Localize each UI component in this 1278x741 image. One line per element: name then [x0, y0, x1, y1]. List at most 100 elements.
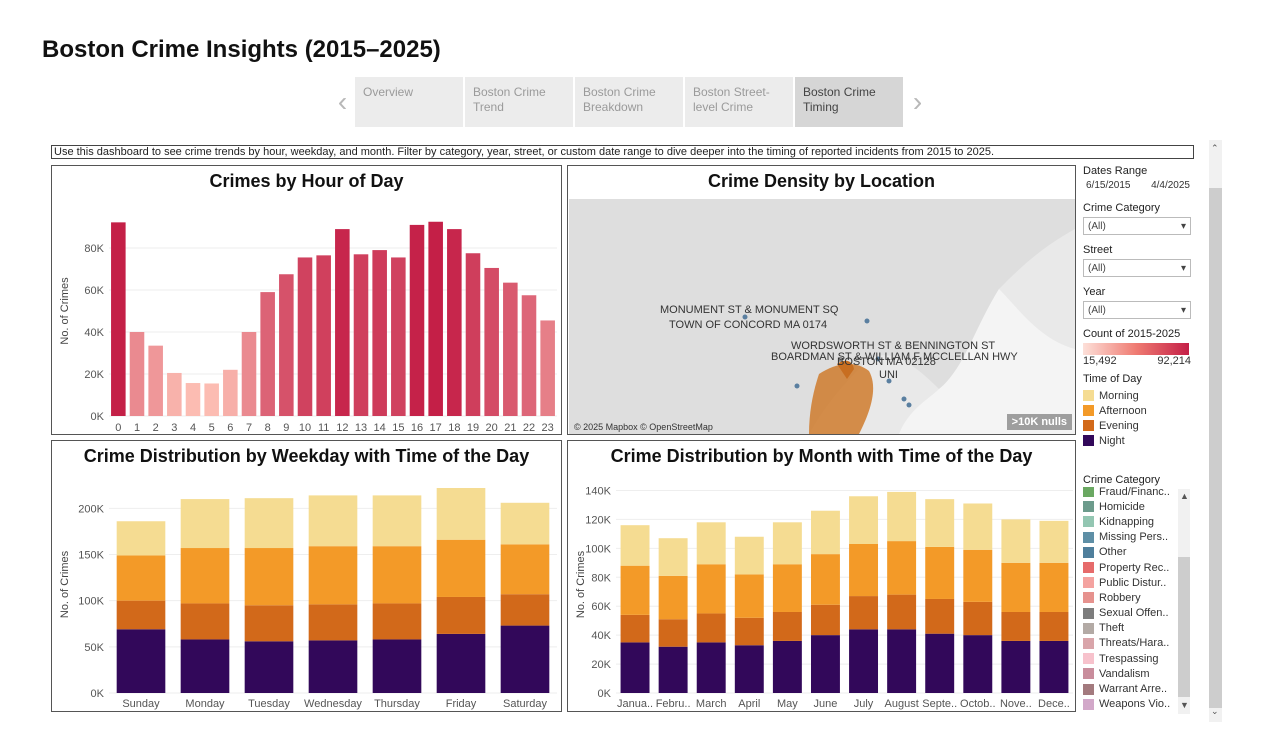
category-legend-item[interactable]: Vandalism — [1083, 666, 1193, 681]
category-legend-scrollbar[interactable] — [1178, 489, 1190, 714]
tab-crime-timing[interactable]: Boston Crime Timing — [795, 77, 903, 127]
category-legend-item[interactable]: Theft — [1083, 621, 1193, 636]
legend-swatch — [1083, 607, 1094, 619]
category-legend-item[interactable]: Homicide — [1083, 499, 1193, 514]
tod-legend-item[interactable]: Evening — [1083, 418, 1198, 433]
page-scrollbar[interactable] — [1209, 140, 1222, 722]
stack-segment-afternoon — [734, 574, 764, 618]
stack-segment-night — [116, 629, 166, 693]
tab-crime-breakdown[interactable]: Boston Crime Breakdown — [575, 77, 683, 127]
legend-swatch — [1083, 653, 1094, 665]
y-tick-label: 80K — [84, 243, 104, 255]
count-max: 92,214 — [1157, 355, 1191, 367]
legend-label: Public Distur.. — [1099, 576, 1167, 589]
x-tick-label: Thursday — [374, 698, 420, 710]
stack-segment-morning — [436, 488, 486, 540]
map-label-concord: TOWN OF CONCORD MA 0174 — [669, 319, 828, 331]
street-filter-label: Street — [1083, 244, 1113, 256]
category-legend-item[interactable]: Missing Pers.. — [1083, 530, 1193, 545]
stack-segment-evening — [500, 594, 550, 626]
map-title: Crime Density by Location — [707, 171, 936, 191]
y-tick-label: 0K — [91, 411, 105, 423]
tod-legend-item[interactable]: Morning — [1083, 388, 1198, 403]
category-legend-item[interactable]: Threats/Hara.. — [1083, 636, 1193, 651]
x-tick-label: April — [738, 698, 760, 710]
hour-bar — [353, 254, 369, 416]
stack-segment-morning — [500, 502, 550, 545]
stack-segment-evening — [436, 596, 486, 634]
stack-segment-morning — [810, 510, 840, 555]
x-tick-label: 19 — [467, 422, 479, 434]
street-dropdown[interactable]: (All) ▾ — [1083, 259, 1191, 277]
stack-segment-evening — [308, 604, 358, 641]
legend-swatch — [1083, 683, 1094, 695]
category-legend-item[interactable]: Robbery — [1083, 590, 1193, 605]
category-legend-item[interactable]: Warrant Arre.. — [1083, 681, 1193, 696]
category-legend-item[interactable]: Property Rec.. — [1083, 560, 1193, 575]
page-scroll-down-icon[interactable]: ⌄ — [1211, 706, 1219, 716]
month-chart-title: Crime Distribution by Month with Time of… — [610, 446, 1033, 466]
tab-crime-trend[interactable]: Boston Crime Trend — [465, 77, 573, 127]
hour-bar — [372, 250, 387, 416]
x-tick-label: 2 — [153, 422, 159, 434]
tod-legend-item[interactable]: Afternoon — [1083, 403, 1198, 418]
x-tick-label: Janua.. — [617, 698, 653, 710]
date-start[interactable]: 6/15/2015 — [1086, 180, 1131, 191]
x-tick-label: 4 — [190, 422, 196, 434]
hour-bar — [521, 295, 537, 416]
nulls-indicator[interactable]: >10K nulls — [1006, 414, 1072, 430]
y-tick-label: 20K — [84, 369, 104, 381]
tod-legend-item[interactable]: Night — [1083, 433, 1198, 448]
stack-segment-afternoon — [372, 546, 422, 604]
category-dropdown[interactable]: (All) ▾ — [1083, 217, 1191, 235]
chevron-left-icon[interactable]: ‹ — [337, 86, 348, 117]
category-legend[interactable]: Fraud/Financ.. Homicide Kidnapping Missing … — [1083, 487, 1193, 714]
legend-label: Evening — [1099, 419, 1139, 432]
stack-segment-morning — [963, 503, 993, 550]
x-tick-label: 1 — [134, 422, 140, 434]
tab-overview[interactable]: Overview — [355, 77, 463, 127]
y-tick-label: 20K — [591, 659, 611, 671]
category-legend-item[interactable]: Other — [1083, 545, 1193, 560]
stack-segment-afternoon — [849, 543, 879, 597]
legend-swatch — [1083, 577, 1094, 589]
crime-density-map[interactable]: MONUMENT ST & MONUMENT SQ TOWN OF CONCOR… — [569, 199, 1075, 434]
category-scroll-thumb[interactable] — [1178, 557, 1190, 697]
x-tick-label: 0 — [115, 422, 121, 434]
legend-label: Property Rec.. — [1099, 561, 1170, 574]
hour-chart-title: Crimes by Hour of Day — [209, 171, 404, 191]
dates-range[interactable]: 6/15/2015 4/4/2025 — [1083, 180, 1198, 191]
year-dropdown[interactable]: (All) ▾ — [1083, 301, 1191, 319]
category-legend-item[interactable]: Fraud/Financ.. — [1083, 487, 1193, 499]
category-legend-item[interactable]: Sexual Offen.. — [1083, 606, 1193, 621]
stack-segment-night — [849, 629, 879, 693]
count-min: 15,492 — [1083, 355, 1117, 367]
x-tick-label: May — [777, 698, 798, 710]
scroll-down-icon[interactable]: ▼ — [1180, 700, 1189, 710]
map-credit[interactable]: © 2025 Mapbox © OpenStreetMap — [574, 422, 713, 432]
category-legend-item[interactable]: Trespassing — [1083, 651, 1193, 666]
y-tick-label: 0K — [598, 688, 612, 700]
date-end[interactable]: 4/4/2025 — [1151, 180, 1190, 191]
legend-swatch — [1083, 531, 1094, 543]
y-tick-label: 60K — [591, 601, 611, 613]
stack-segment-afternoon — [1039, 562, 1069, 612]
legend-label: Theft — [1099, 622, 1125, 635]
stack-segment-night — [1039, 640, 1069, 693]
stack-segment-morning — [308, 495, 358, 547]
page-scroll-up-icon[interactable]: ⌃ — [1211, 143, 1219, 153]
scroll-up-icon[interactable]: ▲ — [1180, 491, 1189, 501]
category-legend-item[interactable]: Kidnapping — [1083, 514, 1193, 529]
category-legend-item[interactable]: Public Distur.. — [1083, 575, 1193, 590]
stack-segment-night — [620, 642, 650, 693]
tab-street-level-crime[interactable]: Boston Street-level Crime — [685, 77, 793, 127]
stack-segment-evening — [772, 611, 802, 641]
stack-segment-night — [887, 629, 917, 693]
legend-swatch — [1083, 637, 1094, 649]
page-scroll-thumb[interactable] — [1209, 188, 1222, 708]
hour-bar — [428, 221, 443, 416]
chevron-right-icon[interactable]: › — [912, 86, 923, 117]
category-legend-item[interactable]: Weapons Vio.. — [1083, 697, 1193, 712]
stack-segment-night — [308, 640, 358, 693]
y-axis-label: No. of Crimes — [59, 550, 71, 618]
